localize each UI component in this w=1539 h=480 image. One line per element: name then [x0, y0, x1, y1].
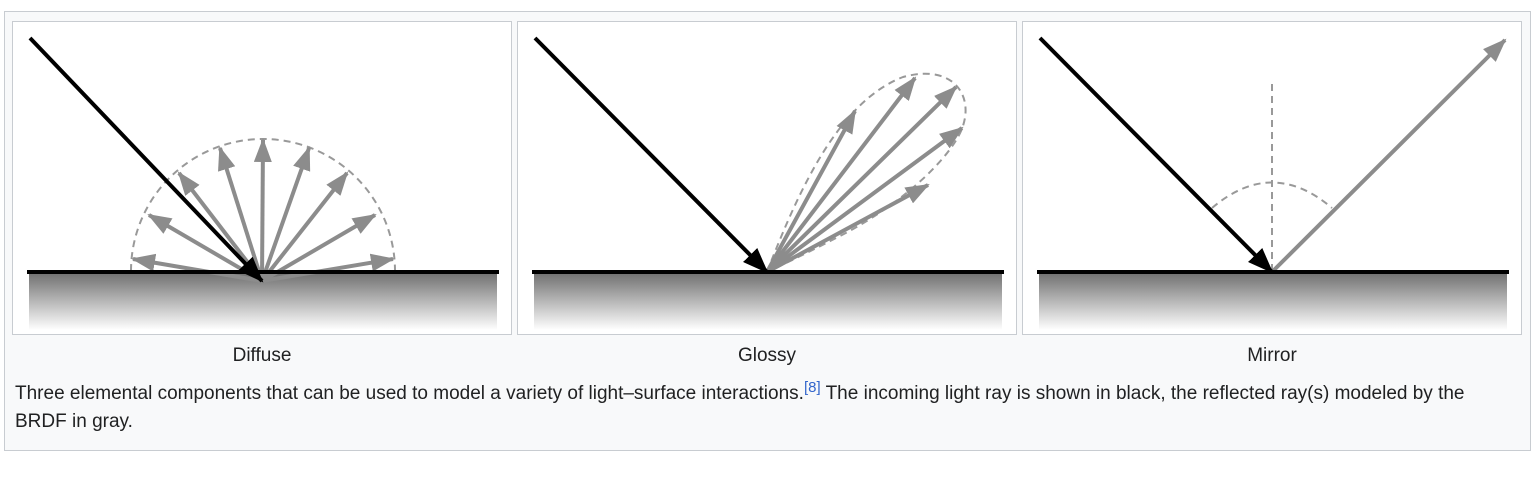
reflected-ray [765, 109, 857, 273]
glossy-label: Glossy [737, 345, 797, 366]
surface-material [534, 272, 1002, 330]
caption-text-before: Three elemental components that can be u… [15, 383, 804, 404]
reflected-ray [1270, 38, 1507, 274]
reflected-ray [260, 146, 311, 282]
angle-arc [1211, 181, 1333, 209]
reflected-rays [765, 76, 964, 274]
glossy-diagram [532, 36, 1004, 330]
mirror-panel[interactable] [1022, 21, 1522, 335]
reflected-ray [253, 138, 272, 282]
caption-text-after: The incoming light ray is shown in black… [15, 383, 1465, 432]
glossy-lobe [765, 72, 967, 274]
glossy-panel[interactable] [517, 21, 1017, 335]
surface-material [1039, 272, 1507, 330]
reflected-ray [765, 85, 958, 274]
citation-link[interactable]: [8] [803, 379, 821, 396]
reflected-ray [765, 126, 964, 274]
reflected-ray [177, 171, 264, 283]
reflected-ray [766, 183, 930, 274]
reflected-ray [765, 76, 917, 274]
mirror-label: Mirror [1247, 345, 1297, 366]
figure-caption: Three elemental components that can be u… [15, 380, 1515, 436]
reflected-rays [131, 138, 395, 283]
diffuse-label: Diffuse [232, 345, 292, 366]
diffuse-panel[interactable] [12, 21, 512, 335]
diffuse-diagram [27, 36, 499, 330]
incoming-ray [1038, 36, 1274, 274]
incoming-ray [533, 36, 769, 274]
incoming-ray [28, 36, 264, 283]
figure-container: Diffuse Glossy Mirror Three elemental co… [4, 11, 1531, 451]
reflected-ray [260, 171, 349, 283]
mirror-diagram [1037, 36, 1509, 330]
